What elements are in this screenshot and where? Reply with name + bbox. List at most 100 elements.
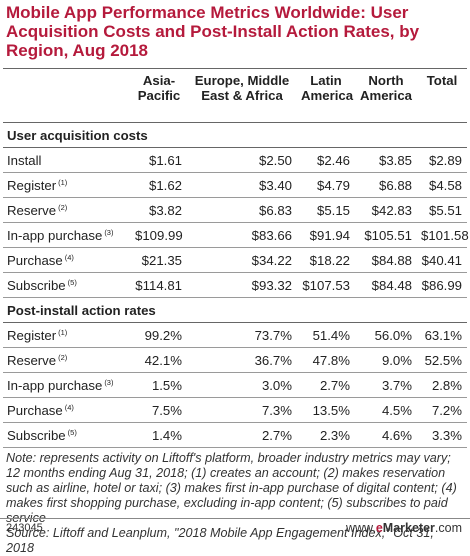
row-label-text: Subscribe (7, 277, 66, 293)
table-cell: 2.8% (417, 372, 467, 398)
table-cell: $93.32 (187, 272, 297, 298)
header-emea: Europe, Middle East & Africa (187, 68, 297, 123)
section-header-row: User acquisition costs (3, 122, 467, 148)
table-cell: $34.22 (187, 247, 297, 273)
row-label-text: Reserve (7, 202, 57, 218)
table-cell: 7.5% (131, 397, 187, 423)
header-total: Total (417, 68, 467, 123)
row-label-text: In-app purchase (7, 377, 103, 393)
footnote-marker: (4) (64, 402, 74, 412)
table-cell: 73.7% (187, 322, 297, 348)
footnote-marker: (5) (67, 277, 77, 287)
row-label-text: Install (7, 152, 42, 168)
table-cell: $21.35 (131, 247, 187, 273)
row-label: Install (3, 147, 131, 173)
table-cell: $5.51 (417, 197, 467, 223)
table-cell: 52.5% (417, 347, 467, 373)
table-cell: 2.7% (297, 372, 355, 398)
header-row: Asia-Pacific Europe, Middle East & Afric… (3, 68, 467, 123)
row-label: In-app purchase (3) (3, 372, 131, 398)
table-cell: 4.6% (355, 422, 417, 448)
row-label: Reserve (2) (3, 197, 131, 223)
footnote-marker: (5) (67, 427, 77, 437)
brand-e: e (375, 521, 383, 535)
table-cell: 2.7% (187, 422, 297, 448)
table-cell: $109.99 (131, 222, 187, 248)
table-cell: $42.83 (355, 197, 417, 223)
footnote-marker: (3) (104, 377, 114, 387)
table-cell: 3.3% (417, 422, 467, 448)
table-cell: $3.82 (131, 197, 187, 223)
table-cell: $84.48 (355, 272, 417, 298)
table-cell: 7.3% (187, 397, 297, 423)
table-row: In-app purchase (3) 1.5% 3.0% 2.7% 3.7% 2.8% (3, 372, 467, 398)
note-text: Note: represents activity on Liftoff's p… (6, 451, 457, 525)
table-cell: $1.62 (131, 172, 187, 198)
table-cell: 47.8% (297, 347, 355, 373)
table-cell: $107.53 (297, 272, 355, 298)
table-cell: $6.88 (355, 172, 417, 198)
metrics-table: Asia-Pacific Europe, Middle East & Afric… (3, 68, 469, 448)
row-label-text: Purchase (7, 252, 63, 268)
row-label: Register (1) (3, 172, 131, 198)
table-body: User acquisition costs Install $1.61 $2.50 $… (3, 122, 469, 448)
table-cell: 3.7% (355, 372, 417, 398)
chart-id: 243045 (6, 522, 43, 534)
table-row: Purchase (4) 7.5% 7.3% 13.5% 4.5% 7.2% (3, 397, 467, 423)
table-cell: 9.0% (355, 347, 417, 373)
row-label-text: Subscribe (7, 427, 66, 443)
footnote-marker: (4) (64, 252, 74, 262)
table-cell: $2.50 (187, 147, 297, 173)
table-cell: $5.15 (297, 197, 355, 223)
table-cell: $86.99 (417, 272, 467, 298)
table-row: Register (1) $1.62 $3.40 $4.79 $6.88 $4.58 (3, 172, 467, 198)
header-latin-america: Latin America (297, 68, 355, 123)
section-label: User acquisition costs (3, 122, 467, 148)
header-north-america: North America (355, 68, 417, 123)
row-label: Register (1) (3, 322, 131, 348)
table-cell: 1.4% (131, 422, 187, 448)
footnote-marker: (1) (58, 177, 68, 187)
header-asia-pacific: Asia-Pacific (131, 68, 187, 123)
table-row: Purchase (4) $21.35 $34.22 $18.22 $84.88 $40.4… (3, 247, 467, 273)
row-label: Reserve (2) (3, 347, 131, 373)
table-cell: $2.89 (417, 147, 467, 173)
table-row: In-app purchase (3) $109.99 $83.66 $91.94 $10… (3, 222, 469, 248)
table-cell: 51.4% (297, 322, 355, 348)
table-cell: 3.0% (187, 372, 297, 398)
table-cell: 36.7% (187, 347, 297, 373)
row-label-text: Reserve (7, 352, 57, 368)
table-cell: 1.5% (131, 372, 187, 398)
table-cell: 42.1% (131, 347, 187, 373)
table-cell: 99.2% (131, 322, 187, 348)
table-cell: $114.81 (131, 272, 187, 298)
table-cell: $40.41 (417, 247, 467, 273)
row-label: Subscribe (5) (3, 272, 131, 298)
header-blank (3, 68, 131, 123)
section-label: Post-install action rates (3, 297, 467, 323)
table-row: Register (1) 99.2% 73.7% 51.4% 56.0% 63.1% (3, 322, 467, 348)
table-cell: $18.22 (297, 247, 355, 273)
brand-logo: www.eMarketer.com (346, 521, 462, 535)
row-label: In-app purchase (3) (3, 222, 131, 248)
table-cell: $6.83 (187, 197, 297, 223)
table-cell: $3.85 (355, 147, 417, 173)
table-cell: $2.46 (297, 147, 355, 173)
table-cell: $1.61 (131, 147, 187, 173)
table-cell: 2.3% (297, 422, 355, 448)
footnote-marker: (2) (58, 352, 68, 362)
row-label-text: Register (7, 327, 57, 343)
report-title: Mobile App Performance Metrics Worldwide… (6, 3, 420, 60)
row-label-text: Purchase (7, 402, 63, 418)
row-label: Subscribe (5) (3, 422, 131, 448)
table-cell: $3.40 (187, 172, 297, 198)
brand-name: Marketer (382, 521, 435, 535)
footnote-marker: (3) (104, 227, 114, 237)
table-cell: $105.51 (355, 222, 417, 248)
section-header-row: Post-install action rates (3, 297, 467, 323)
table-row: Reserve (2) $3.82 $6.83 $5.15 $42.83 $5.51 (3, 197, 467, 223)
table-row: Subscribe (5) $114.81 $93.32 $107.53 $84.48 $8… (3, 272, 467, 298)
row-label: Purchase (4) (3, 397, 131, 423)
table-row: Subscribe (5) 1.4% 2.7% 2.3% 4.6% 3.3% (3, 422, 467, 448)
footer: 243045 www.eMarketer.com (0, 518, 470, 543)
